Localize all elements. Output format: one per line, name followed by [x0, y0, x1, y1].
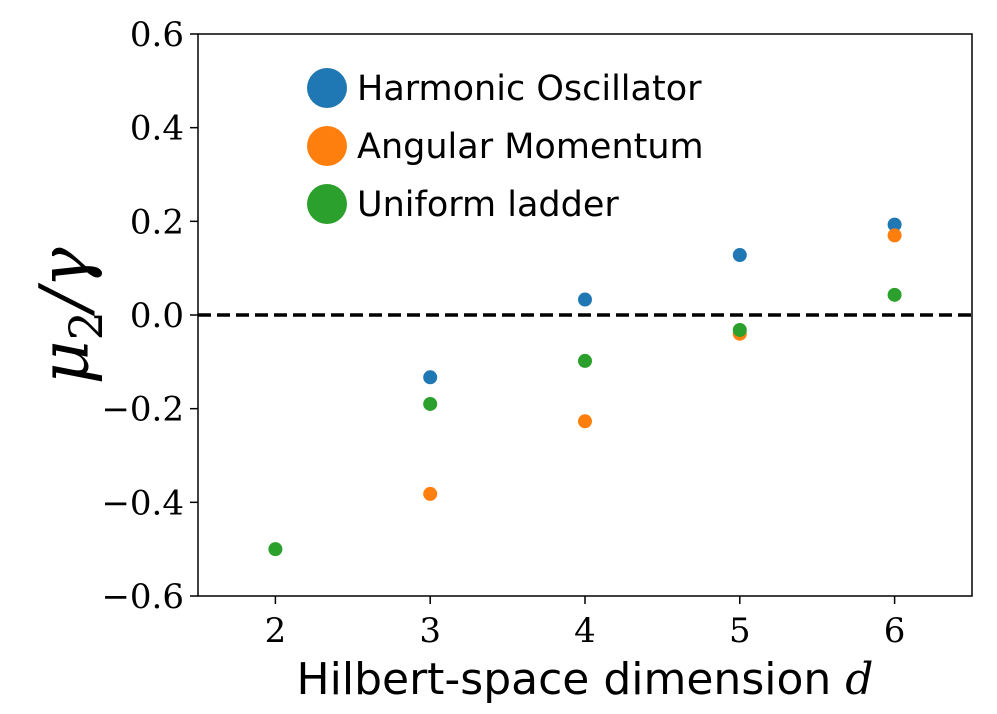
- x-tick-label: 6: [884, 611, 906, 651]
- y-tick-label: −0.2: [101, 390, 184, 430]
- legend-marker: [307, 184, 347, 224]
- legend: Harmonic Oscillator Angular Momentum Unifo…: [307, 68, 704, 225]
- legend-marker: [307, 126, 347, 166]
- data-point-angular-momentum-3: [887, 228, 902, 243]
- data-point-harmonic-oscillator-3: [887, 217, 902, 232]
- data-point-angular-momentum-0: [423, 486, 438, 501]
- legend-label: Harmonic Oscillator: [357, 69, 702, 109]
- y-axis-label-main: μ: [26, 340, 105, 384]
- data-point-uniform-ladder-2: [578, 353, 592, 368]
- y-tick-label: 0.2: [130, 202, 184, 242]
- data-point-uniform-ladder-4: [887, 287, 902, 302]
- y-tick-label: 0.0: [130, 296, 184, 336]
- data-point-uniform-ladder-1: [423, 396, 438, 411]
- data-point-harmonic-oscillator-1: [578, 292, 592, 307]
- y-axis-label: μ2/γ: [26, 247, 113, 384]
- legend-label: Uniform ladder: [357, 185, 619, 225]
- data-point-angular-momentum-1: [578, 414, 592, 429]
- data-point-harmonic-oscillator-0: [423, 370, 438, 385]
- y-tick-label: 0.6: [130, 15, 184, 55]
- legend-label: Angular Momentum: [357, 127, 704, 167]
- data-point-uniform-ladder-0: [268, 542, 283, 557]
- data-point-uniform-ladder-3: [732, 322, 747, 337]
- y-tick-label: −0.4: [101, 483, 184, 523]
- axis-ticks: 2 3 4 5 6 −0.6 −0.4 −0.2 0.0 0.2 0.4 0.6: [101, 15, 905, 651]
- x-axis-label: Hilbert-space dimension d: [297, 654, 874, 705]
- data-point-harmonic-oscillator-2: [732, 248, 747, 263]
- y-axis-label-subscript: 2: [59, 311, 113, 340]
- x-tick-label: 4: [574, 611, 596, 651]
- x-tick-label: 5: [729, 611, 751, 651]
- x-tick-label: 3: [419, 611, 441, 651]
- plot-area: [198, 217, 972, 557]
- legend-marker: [307, 68, 347, 108]
- y-tick-label: 0.4: [130, 109, 184, 149]
- x-tick-label: 2: [265, 611, 287, 651]
- x-axis-label-variable: d: [845, 654, 873, 705]
- y-axis-label-divisor: /γ: [26, 247, 105, 317]
- y-tick-label: −0.6: [101, 577, 184, 617]
